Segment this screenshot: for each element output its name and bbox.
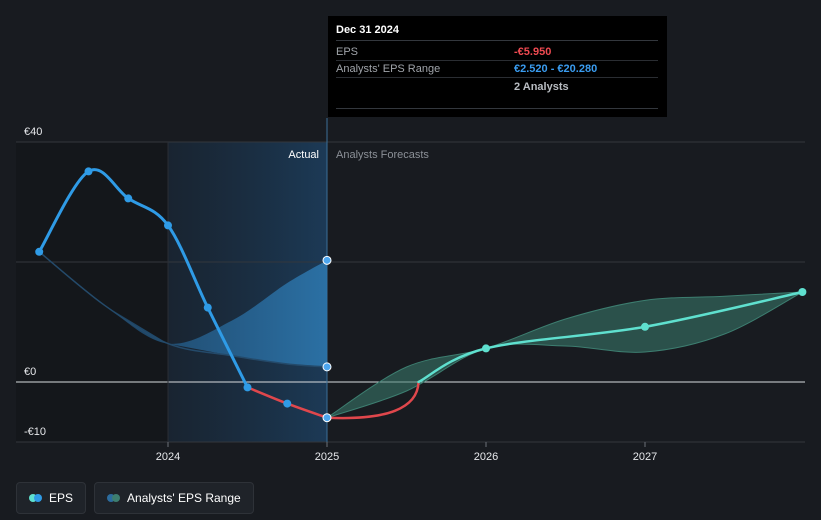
eps-forecast-negative-line (325, 380, 420, 420)
x-tick-label: 2026 (474, 451, 498, 463)
forecast-eps-range-band (326, 291, 803, 419)
data-tooltip: Dec 31 2024 EPS -€5.950 Analysts' EPS Ra… (328, 16, 667, 117)
tooltip-range-label: Analysts' EPS Range (336, 63, 441, 75)
eps-actual-line (37, 168, 249, 389)
eps-forecast-line (417, 290, 804, 384)
legend-range-label: Analysts' EPS Range (127, 491, 241, 505)
tooltip-eps-row: EPS -€5.950 (336, 44, 658, 61)
eps-forecast-point (798, 288, 807, 296)
tooltip-analysts-row: 2 Analysts (336, 78, 658, 96)
actual-eps-range-low-edge (38, 251, 328, 368)
eps-forecast-point (641, 322, 649, 331)
legend-range-toggle[interactable]: Analysts' EPS Range (94, 482, 254, 514)
x-tick-label: 2027 (633, 451, 657, 463)
x-tick-label: 2024 (156, 451, 180, 463)
y-tick-label: €0 (24, 366, 36, 378)
tooltip-date: Dec 31 2024 (336, 24, 658, 41)
tooltip-analysts-count: 2 Analysts (514, 81, 569, 93)
legend-eps-toggle[interactable]: EPS (16, 482, 87, 514)
x-tick-label: 2025 (315, 451, 339, 463)
y-tick-label: -€10 (24, 426, 46, 438)
tooltip-divider (336, 108, 658, 109)
forecast-region-label: Analysts Forecasts (336, 149, 429, 161)
eps-actual-point (203, 303, 212, 312)
eps-actual-point (243, 383, 252, 392)
actual-region-label: Actual (288, 149, 319, 161)
range-legend-icon (107, 494, 121, 502)
past-region-bg (16, 142, 168, 442)
tooltip-range-row: Analysts' EPS Range €2.520 - €20.280 (336, 61, 658, 78)
y-tick-label: €40 (24, 126, 42, 138)
eps-actual-point (124, 194, 133, 203)
eps-hover-point (322, 413, 332, 423)
range-low-point (322, 362, 332, 372)
eps-legend-icon (29, 494, 42, 502)
legend-eps-label: EPS (49, 491, 74, 505)
eps-actual-point (84, 167, 93, 176)
eps-forecast-point (482, 344, 490, 353)
eps-actual-point (164, 221, 172, 230)
range-high-point (322, 255, 332, 265)
eps-actual-point (283, 399, 292, 408)
actual-eps-range-band (39, 251, 328, 367)
tooltip-eps-label: EPS (336, 46, 359, 58)
chart-legend: EPS Analysts' EPS Range (16, 482, 254, 514)
tooltip-eps-value: -€5.950 (514, 46, 552, 58)
tooltip-range-value: €2.520 - €20.280 (514, 63, 598, 75)
eps-actual-point (35, 247, 44, 256)
